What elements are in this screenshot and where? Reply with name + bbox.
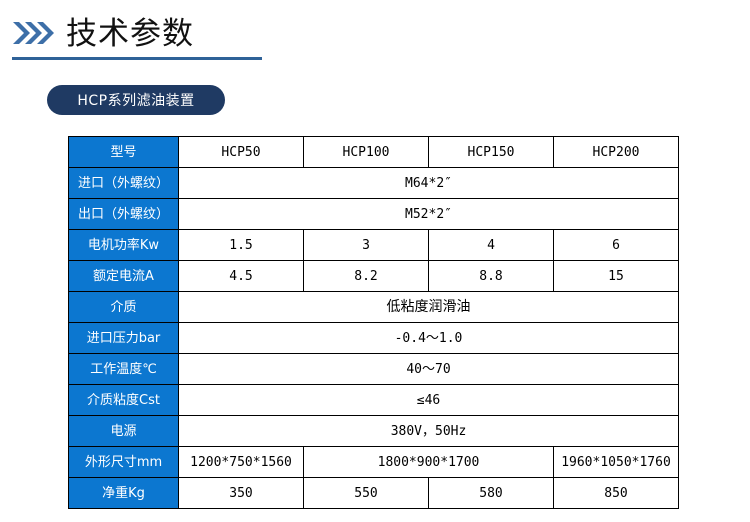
table-cell: 40～70	[178, 353, 679, 385]
table-row: 介质 低粘度润滑油	[68, 291, 679, 323]
row-label: 工作温度℃	[68, 353, 179, 385]
table-row: 额定电流A 4.5 8.2 8.8 15	[68, 260, 679, 292]
table-cell: 8.2	[303, 260, 429, 292]
specification-table-body: 型号 HCP50 HCP100 HCP150 HCP200 进口（外螺纹） M64*2″ 出口…	[68, 136, 679, 509]
series-badge-label: HCP系列滤油装置	[77, 93, 195, 109]
table-cell: -0.4～1.0	[178, 322, 679, 354]
model-header-cell: HCP150	[428, 136, 554, 168]
table-cell: M52*2″	[178, 198, 679, 230]
table-row: 外形尺寸mm 1200*750*1560 1800*900*1700 1960*105…	[68, 446, 679, 478]
row-label: 净重Kg	[68, 477, 179, 509]
model-header-cell: HCP200	[553, 136, 679, 168]
row-label: 进口压力bar	[68, 322, 179, 354]
row-label: 型号	[68, 136, 179, 168]
table-cell: 1200*750*1560	[178, 446, 304, 478]
table-cell: 8.8	[428, 260, 554, 292]
row-label: 出口（外螺纹）	[68, 198, 179, 230]
table-row: 出口（外螺纹） M52*2″	[68, 198, 679, 230]
row-label: 介质粘度Cst	[68, 384, 179, 416]
row-label: 电源	[68, 415, 179, 447]
page-heading: 技术参数	[12, 8, 262, 58]
table-row: 工作温度℃ 40～70	[68, 353, 679, 385]
model-header-cell: HCP100	[303, 136, 429, 168]
row-label: 额定电流A	[68, 260, 179, 292]
table-cell: 350	[178, 477, 304, 509]
page-title: 技术参数	[66, 15, 194, 52]
row-label: 外形尺寸mm	[68, 446, 179, 478]
table-row: 型号 HCP50 HCP100 HCP150 HCP200	[68, 136, 679, 168]
table-cell: 15	[553, 260, 679, 292]
table-cell: 4.5	[178, 260, 304, 292]
table-cell: 1800*900*1700	[303, 446, 554, 478]
row-label: 进口（外螺纹）	[68, 167, 179, 199]
table-cell: 1960*1050*1760	[553, 446, 679, 478]
table-row: 电机功率Kw 1.5 3 4 6	[68, 229, 679, 261]
heading-underline	[12, 57, 262, 60]
specification-table: 型号 HCP50 HCP100 HCP150 HCP200 进口（外螺纹） M64*2″ 出口…	[68, 136, 679, 509]
table-row: 进口（外螺纹） M64*2″	[68, 167, 679, 199]
table-cell: 550	[303, 477, 429, 509]
table-cell: 3	[303, 229, 429, 261]
table-cell: ≤46	[178, 384, 679, 416]
table-row: 介质粘度Cst ≤46	[68, 384, 679, 416]
table-cell: M64*2″	[178, 167, 679, 199]
table-cell: 380V，50Hz	[178, 415, 679, 447]
table-cell: 580	[428, 477, 554, 509]
row-label: 电机功率Kw	[68, 229, 179, 261]
series-badge: HCP系列滤油装置	[47, 85, 225, 115]
row-label: 介质	[68, 291, 179, 323]
table-row: 净重Kg 350 550 580 850	[68, 477, 679, 509]
table-cell: 低粘度润滑油	[178, 291, 679, 323]
table-cell: 6	[553, 229, 679, 261]
table-cell: 1.5	[178, 229, 304, 261]
model-header-cell: HCP50	[178, 136, 304, 168]
triple-chevron-right-icon	[13, 22, 54, 44]
table-row: 电源 380V，50Hz	[68, 415, 679, 447]
table-row: 进口压力bar -0.4～1.0	[68, 322, 679, 354]
table-cell: 4	[428, 229, 554, 261]
table-cell: 850	[553, 477, 679, 509]
